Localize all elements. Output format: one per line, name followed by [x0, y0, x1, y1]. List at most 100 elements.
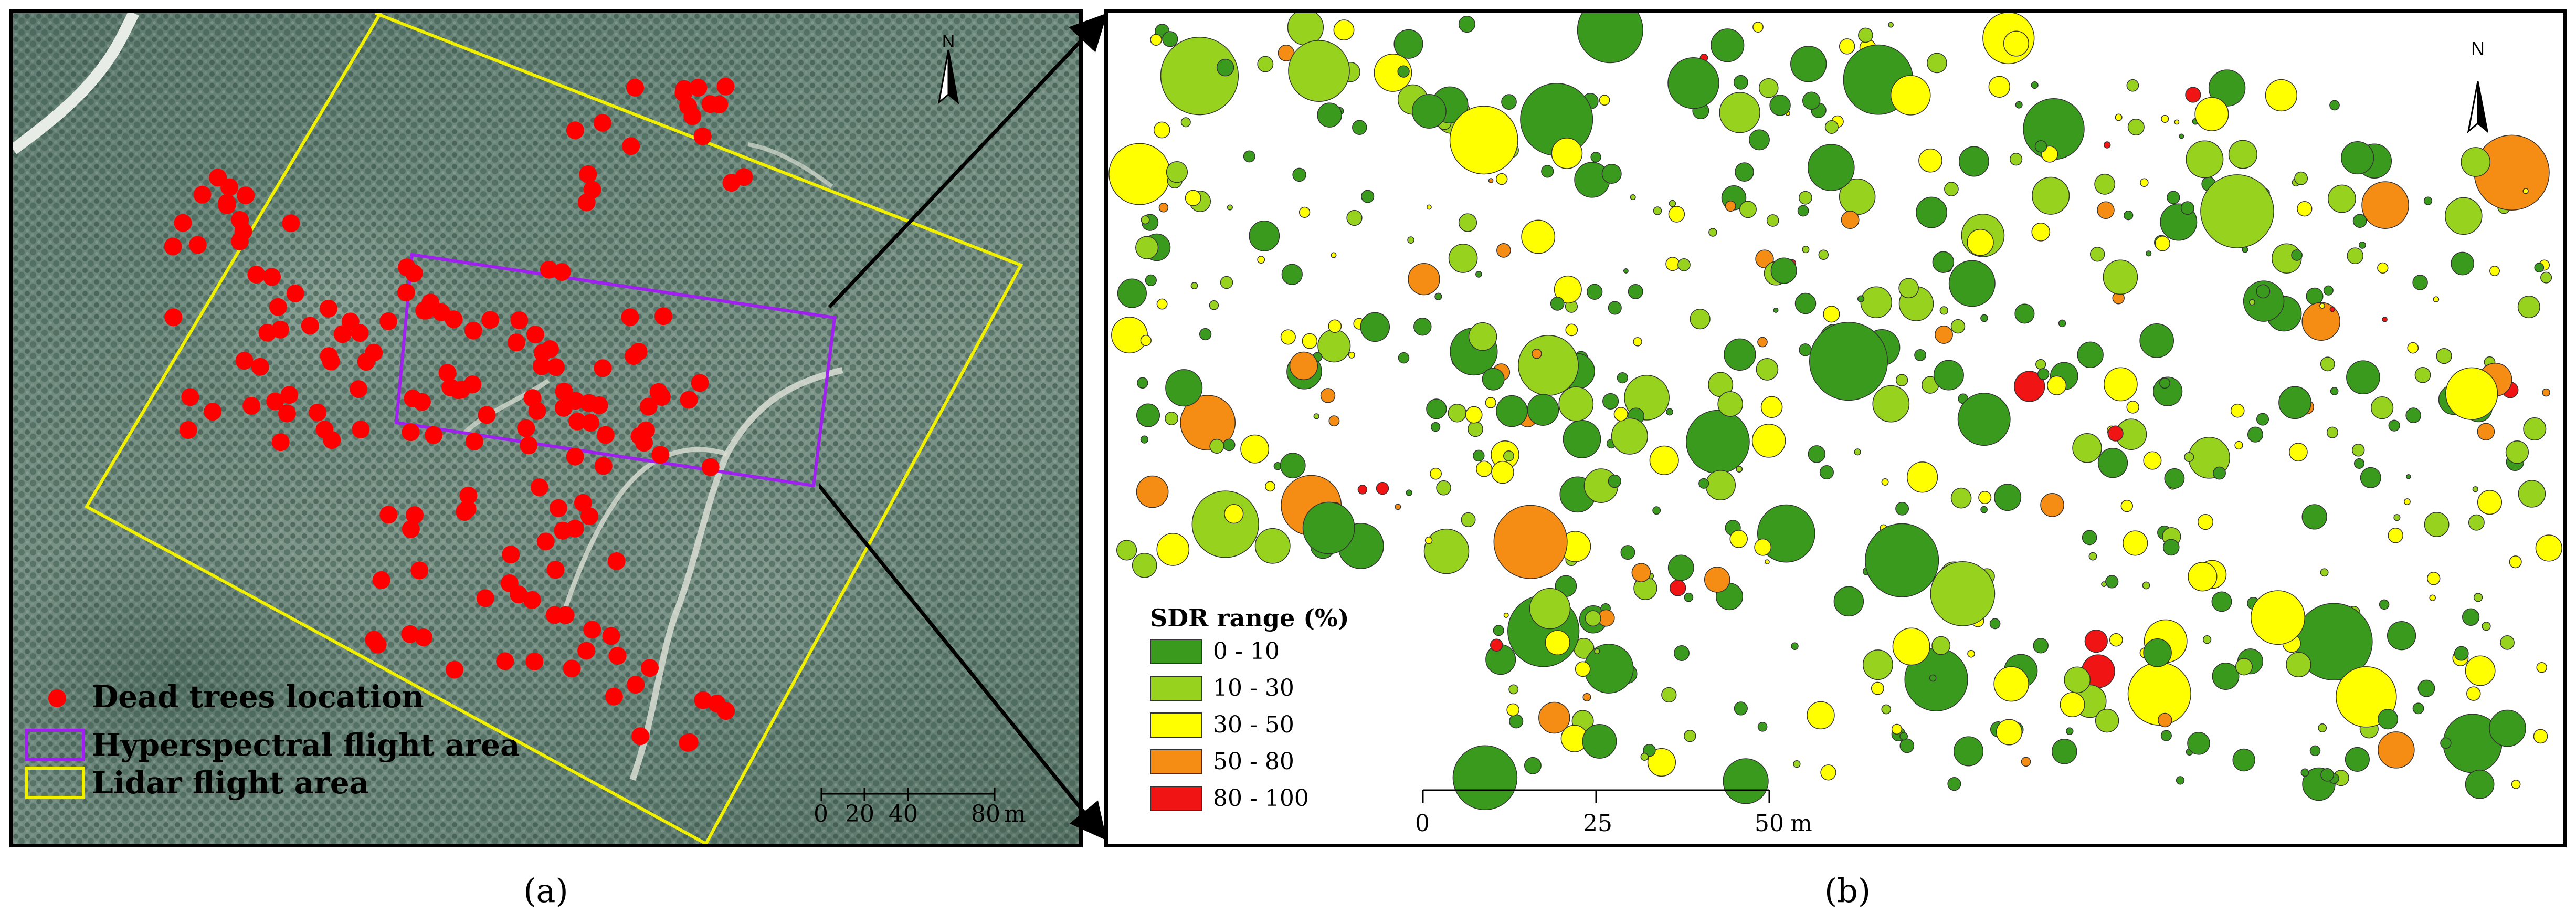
tree-crown: [2320, 356, 2335, 372]
tree-crown: [2103, 141, 2111, 149]
tree-crown: [1320, 388, 1336, 403]
tree-crown: [1594, 648, 1600, 655]
tree-crown: [2251, 590, 2305, 645]
tree-crown: [1249, 221, 1280, 251]
tree-crown: [2319, 302, 2325, 309]
tree-crown: [1895, 501, 1909, 516]
tree-crown: [1452, 745, 1518, 811]
tree-crown: [2014, 303, 2035, 324]
tree-crown: [1978, 490, 1992, 505]
tree-crown: [2184, 452, 2194, 463]
tree-crown: [1357, 485, 1368, 495]
tree-crown: [1448, 403, 1467, 423]
dead-tree-point: [263, 268, 281, 286]
tree-crown: [1820, 764, 1836, 781]
tree-crown: [1397, 65, 1410, 78]
tree-crown: [2533, 729, 2548, 744]
tree-crown: [1802, 246, 1810, 254]
dead-tree-point: [523, 591, 541, 609]
tree-crown: [2095, 708, 2119, 733]
tree-crown: [1669, 200, 1676, 207]
tree-crown: [1891, 723, 1903, 735]
dead-tree-point: [251, 358, 269, 376]
dead-tree-point: [691, 374, 709, 392]
tree-crown: [1376, 481, 1389, 495]
dead-tree-point: [533, 357, 551, 375]
legend-label: 50 - 80: [1213, 748, 1294, 775]
tree-crown: [1583, 644, 1634, 694]
dead-tree-point: [679, 733, 697, 752]
tree-crown: [1361, 190, 1375, 203]
tree-crown: [1240, 434, 1270, 464]
tree-crown: [2423, 196, 2433, 205]
tree-crown: [2072, 433, 2102, 463]
tree-crown: [1704, 567, 1730, 593]
tree-crown: [2352, 214, 2367, 228]
tree-crown: [1503, 612, 1509, 618]
tree-crown: [2176, 776, 2185, 785]
tree-crown: [1808, 445, 1826, 463]
dead-tree-point: [579, 165, 597, 183]
dead-tree-point: [675, 80, 693, 98]
dead-tree-point: [269, 298, 287, 316]
dead-tree-point: [563, 659, 581, 678]
tree-crown: [1980, 506, 1988, 513]
tree-crown: [1857, 295, 1865, 302]
tree-crown: [1950, 319, 1966, 334]
panel-b-sdr-map: N SDR range (%) 0 - 10 10 - 30 30 - 50 5…: [1104, 9, 2567, 847]
tree-crown: [2146, 250, 2152, 257]
tree-crown: [1927, 53, 1947, 74]
tree-crown: [1633, 337, 1642, 347]
dead-tree-point: [701, 95, 720, 113]
tree-crown: [1957, 393, 2011, 446]
tree-crown: [2329, 306, 2336, 312]
tree-crown: [2361, 181, 2409, 229]
dead-tree-point: [220, 178, 239, 196]
tree-crown: [1723, 758, 1769, 804]
tree-crown: [2187, 731, 2210, 755]
zoom-connector-lines: [819, 13, 1107, 841]
scale-tick-label: 0: [1415, 810, 1430, 837]
tree-crown: [2489, 709, 2526, 747]
tree-crown: [2465, 769, 2495, 799]
tree-crown: [2309, 745, 2321, 757]
tree-crown: [2212, 663, 2240, 690]
tree-crown: [2477, 490, 2503, 515]
tree-crown: [1136, 403, 1160, 427]
legend-swatch-0-10: [1150, 639, 1202, 664]
tree-crown: [1733, 75, 1748, 90]
tree-crown: [1180, 117, 1191, 128]
sdr-tree-crowns: [1108, 13, 2562, 811]
tree-crown: [1608, 474, 1621, 488]
tree-crown: [2188, 562, 2218, 592]
dead-tree-point: [237, 186, 255, 205]
dead-tree-point: [602, 627, 620, 645]
tree-crown: [1652, 506, 1661, 515]
dead-tree-point: [188, 236, 207, 254]
tree-crown: [1423, 528, 1470, 574]
tree-crown: [2300, 768, 2309, 777]
tree-crown: [2472, 486, 2478, 492]
connector-bottom: [819, 482, 1107, 841]
tree-crown: [1661, 687, 1677, 703]
tree-crown: [1914, 349, 1927, 361]
dead-tree-point: [164, 237, 182, 256]
tree-crown: [2234, 440, 2243, 450]
dead-tree-point: [583, 181, 601, 199]
tree-crown: [1677, 258, 1691, 271]
tree-crown: [1136, 475, 1169, 508]
tree-crown: [1686, 410, 1750, 474]
tree-crown: [2388, 528, 2403, 543]
tree-crown: [1906, 461, 1938, 493]
tree-crown: [2360, 467, 2381, 488]
tree-crown: [2211, 591, 2232, 612]
tree-crown: [1150, 34, 1162, 46]
tree-crown: [2535, 534, 2562, 562]
tree-crown: [1793, 760, 1801, 768]
dead-tree-point: [635, 434, 653, 452]
tree-crown: [1281, 264, 1303, 285]
tree-crown: [1257, 256, 1265, 264]
dead-tree-point: [247, 266, 266, 284]
tree-crown: [1690, 308, 1711, 330]
tree-crown: [1199, 328, 1212, 341]
